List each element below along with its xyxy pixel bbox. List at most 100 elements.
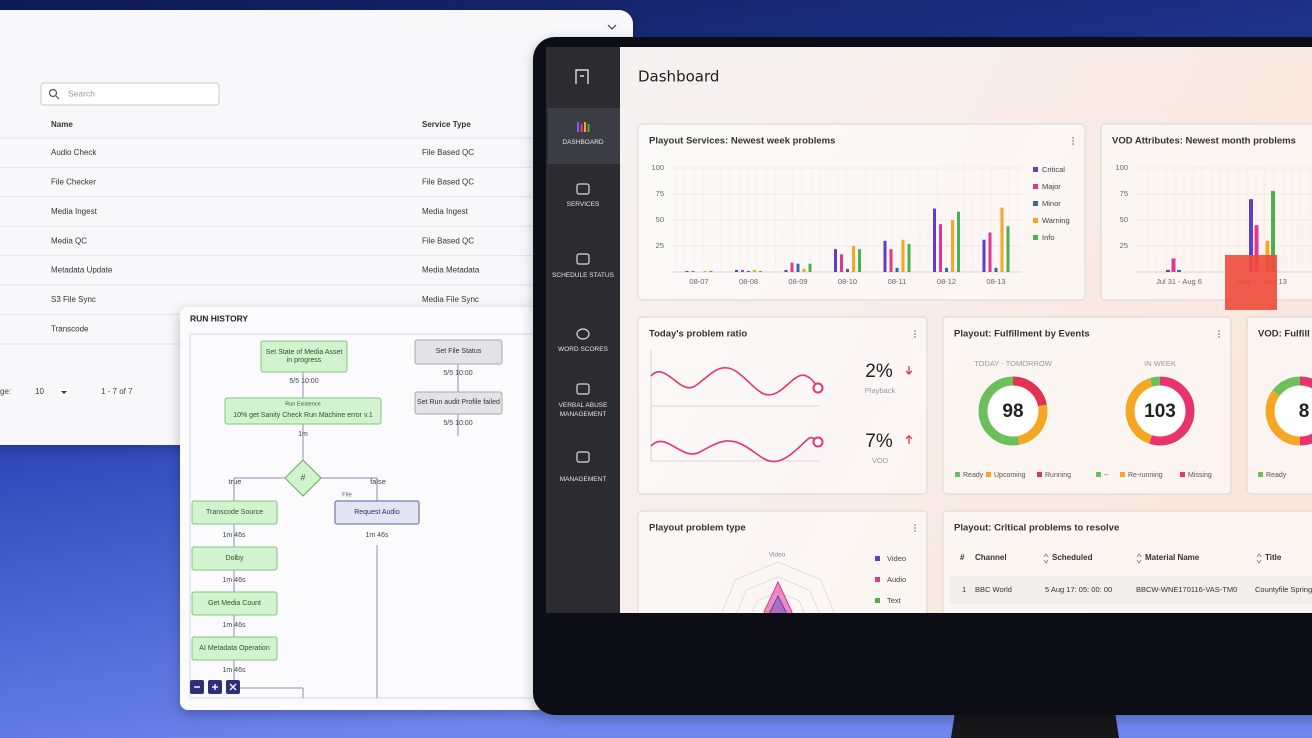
bar: [796, 263, 800, 272]
nav-label[interactable]: WORD SCORES: [558, 346, 608, 353]
card-menu[interactable]: [1072, 137, 1074, 139]
bar: [901, 239, 905, 272]
table-cell[interactable]: File Checker: [51, 178, 96, 187]
card-menu[interactable]: [914, 336, 916, 338]
table-cell[interactable]: Media QC: [51, 236, 87, 245]
nav-label-box[interactable]: SERVICES: [548, 200, 618, 222]
flow-node[interactable]: [191, 546, 278, 571]
x-tick-label: 08-13: [986, 277, 1005, 286]
nav-label[interactable]: VERBAL ABUSE MANAGEMENT: [558, 402, 608, 418]
flow-node[interactable]: [191, 591, 278, 616]
sparkline: [650, 436, 819, 463]
y-tick-label: 100: [1115, 163, 1128, 172]
radar-axis-label: Video: [769, 552, 786, 559]
page-size[interactable]: 10: [35, 387, 44, 396]
table-cell[interactable]: Media Ingest: [422, 207, 469, 216]
bar: [1006, 226, 1010, 272]
card-menu[interactable]: [914, 527, 916, 529]
nav-label[interactable]: SCHEDULE STATUS: [552, 272, 614, 279]
flow-node[interactable]: [191, 500, 278, 525]
card-menu[interactable]: [1072, 143, 1074, 145]
search-box[interactable]: [40, 82, 220, 106]
branch-label: File: [342, 493, 352, 499]
card-menu[interactable]: [1218, 333, 1220, 335]
card-menu[interactable]: [914, 524, 916, 526]
ratio-label: VOD: [872, 456, 889, 465]
nav-label[interactable]: SERVICES: [566, 201, 600, 208]
table-cell[interactable]: File Based QC: [422, 148, 474, 157]
bar: [858, 249, 861, 272]
nav-label-box[interactable]: VERBAL ABUSE MANAGEMENT: [548, 401, 618, 423]
legend-swatch: [1096, 472, 1101, 477]
table-cell[interactable]: Audio Check: [51, 148, 97, 157]
bar: [1254, 225, 1259, 272]
sort-icon[interactable]: [1136, 553, 1142, 564]
node-label: Set State of Media Asset in progress: [265, 348, 343, 364]
node-label: AI Metadata Operation: [199, 644, 270, 652]
table-cell[interactable]: Media Ingest: [51, 207, 98, 216]
table-cell[interactable]: File Based QC: [422, 178, 474, 187]
decision-label: #: [300, 472, 305, 482]
card-menu[interactable]: [914, 333, 916, 335]
bar: [1271, 190, 1275, 272]
card-menu[interactable]: [1072, 140, 1074, 142]
legend-swatch: [1258, 472, 1263, 477]
bar: [846, 268, 849, 272]
sort-icon[interactable]: [1256, 553, 1262, 564]
x-tick-label: Jul 31 - Aug 6: [1156, 277, 1202, 286]
nav-label-box[interactable]: WORD SCORES: [548, 345, 618, 367]
bar: [1171, 258, 1176, 272]
table-cell[interactable]: File Based QC: [422, 236, 474, 245]
table-cell[interactable]: Metadata Update: [51, 266, 113, 275]
bar: [753, 269, 756, 272]
table-cell[interactable]: S3 File Sync: [51, 295, 96, 304]
table-row[interactable]: [950, 576, 1312, 604]
ratio-value: 2%: [865, 361, 893, 382]
node-label-box: Set State of Media Asset in progress: [265, 348, 343, 364]
legend-swatch: [1033, 184, 1038, 189]
table-cell: 1: [962, 585, 966, 594]
highlight-overlay: [1225, 255, 1277, 310]
bar: [1177, 269, 1181, 272]
sort-icon[interactable]: [1043, 553, 1049, 564]
y-tick-label: 50: [1120, 215, 1128, 224]
node-label-box: AI Metadata Operation: [199, 644, 270, 652]
card-menu[interactable]: [914, 530, 916, 532]
donut-center: [1136, 387, 1184, 435]
card-title: VOD Attributes: Newest month problems: [1112, 136, 1296, 147]
bar: [747, 270, 750, 272]
nav-label-box[interactable]: SCHEDULE STATUS: [548, 271, 618, 293]
card-menu[interactable]: [1218, 336, 1220, 338]
table-cell[interactable]: Media Metadata: [422, 266, 480, 275]
table-cell[interactable]: Media File Sync: [422, 295, 479, 304]
flow-node[interactable]: [224, 397, 382, 425]
flow-node[interactable]: [334, 500, 420, 525]
monitor: DASHBOARD SERVICES SCHEDULE STATUS WORD SCO…: [533, 37, 1312, 738]
card-menu[interactable]: [914, 330, 916, 332]
pagination-label: ge:: [0, 387, 11, 396]
flow-node[interactable]: [191, 636, 278, 661]
legend-swatch: [875, 577, 880, 582]
nav-label[interactable]: DASHBOARD: [562, 139, 604, 146]
legend-swatch: [1180, 472, 1185, 477]
donut-segment: [1265, 376, 1312, 446]
bar: [889, 249, 893, 272]
x-tick-label: 08-09: [788, 277, 807, 286]
flow-node[interactable]: [414, 391, 503, 415]
chevron[interactable]: [607, 24, 617, 30]
bar: [945, 267, 948, 272]
radar-area: [769, 594, 787, 613]
page-size-caret: [61, 391, 67, 394]
donut-value: 103: [1144, 401, 1176, 422]
logo: [575, 69, 589, 84]
nav-label-box[interactable]: MANAGEMENT: [548, 475, 618, 497]
legend-label: Minor: [1042, 199, 1061, 208]
card-menu[interactable]: [1218, 330, 1220, 332]
bar: [709, 270, 713, 272]
table-cell[interactable]: Transcode: [51, 325, 89, 334]
flow-node[interactable]: [260, 340, 348, 373]
nav-label-box[interactable]: DASHBOARD: [548, 138, 618, 160]
flow-node[interactable]: [414, 339, 503, 365]
y-tick-label: 75: [1120, 189, 1128, 198]
nav-label[interactable]: MANAGEMENT: [559, 476, 607, 483]
